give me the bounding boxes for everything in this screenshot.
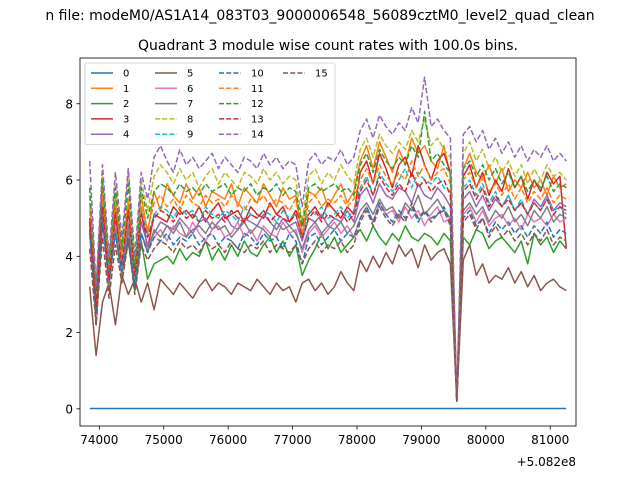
chart-title: Quadrant 3 module wise count rates with … xyxy=(138,38,518,54)
legend-label-0: 0 xyxy=(123,69,129,80)
legend-label-10: 10 xyxy=(251,69,264,80)
x-tick-label-4: 78000 xyxy=(338,433,376,447)
legend-label-12: 12 xyxy=(251,99,264,110)
legend-label-8: 8 xyxy=(187,114,193,125)
x-tick-label-1: 75000 xyxy=(145,433,183,447)
legend-label-9: 9 xyxy=(187,130,193,141)
series-line-8 xyxy=(88,118,567,402)
x-tick-label-5: 79000 xyxy=(402,433,440,447)
y-tick-label-4: 8 xyxy=(65,97,73,111)
series-line-15 xyxy=(88,202,567,402)
y-tick-label-3: 6 xyxy=(65,174,73,188)
series-line-13 xyxy=(88,171,567,402)
x-tick-label-0: 74000 xyxy=(80,433,118,447)
series-line-2 xyxy=(88,221,567,402)
x-tick-label-2: 76000 xyxy=(209,433,247,447)
legend-label-15: 15 xyxy=(315,69,328,80)
axes: 74000 75000 76000 77000 78000 79000 80000 81000… xyxy=(65,57,577,447)
legend-label-11: 11 xyxy=(251,84,264,95)
series-line-9 xyxy=(88,167,567,402)
legend-label-6: 6 xyxy=(187,84,193,95)
legend-label-5: 5 xyxy=(187,69,193,80)
legend-box xyxy=(84,62,336,145)
x-tick-label-6: 80000 xyxy=(467,433,505,447)
y-tick-label-1: 2 xyxy=(65,326,73,340)
x-tick-label-3: 77000 xyxy=(273,433,311,447)
legend-label-7: 7 xyxy=(187,99,193,110)
y-tick-label-0: 0 xyxy=(65,402,73,416)
x-tick-label-7: 81000 xyxy=(531,433,569,447)
x-offset-label: +5.082e8 xyxy=(517,455,576,469)
plot-frame xyxy=(79,57,577,427)
series-line-6 xyxy=(88,202,567,402)
series-line-5 xyxy=(88,244,567,402)
series-line-1 xyxy=(88,137,567,402)
legend-label-13: 13 xyxy=(251,114,264,125)
legend-label-14: 14 xyxy=(251,130,264,141)
series-line-12 xyxy=(88,110,567,402)
series-line-4 xyxy=(88,183,567,402)
series-line-10 xyxy=(88,202,567,402)
legend-label-3: 3 xyxy=(123,114,129,125)
legend-label-4: 4 xyxy=(123,130,129,141)
series-line-14 xyxy=(88,76,567,402)
legend-label-2: 2 xyxy=(123,99,129,110)
plot-lines xyxy=(88,76,568,410)
figure-suptitle: n file: modeM0/AS1A14_083T03_9000006548_… xyxy=(45,8,594,24)
series-line-11 xyxy=(88,160,567,402)
legend-label-1: 1 xyxy=(123,84,129,95)
y-tick-label-2: 4 xyxy=(65,250,73,264)
series-line-7 xyxy=(88,194,567,402)
